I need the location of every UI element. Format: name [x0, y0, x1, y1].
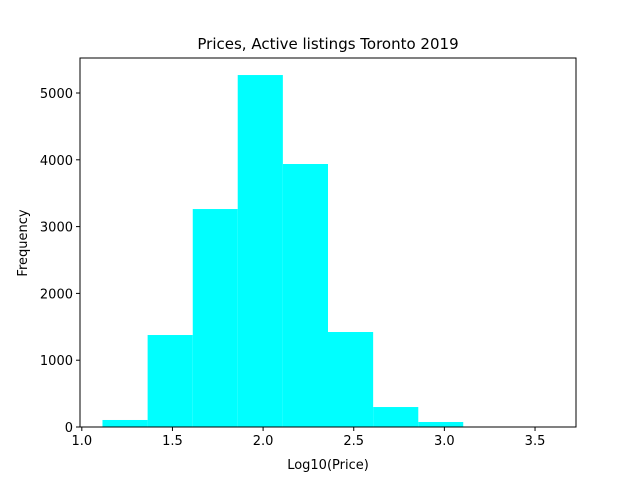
x-tick-label: 2.5 [343, 434, 364, 449]
y-axis-label: Frequency [16, 209, 31, 276]
x-tick-label: 3.5 [525, 434, 546, 449]
bar [282, 164, 328, 427]
axes-frame [79, 57, 577, 428]
bar [102, 419, 148, 427]
bar [328, 332, 374, 427]
y-tick-label: 2000 [40, 287, 73, 302]
x-tick-label: 1.0 [71, 434, 92, 449]
y-tick-label: 3000 [40, 221, 73, 236]
bar [237, 75, 283, 428]
y-tick-label: 0 [65, 421, 73, 436]
x-tick-label: 3.0 [434, 434, 455, 449]
x-tick-label: 1.5 [162, 434, 183, 449]
bar [418, 421, 464, 427]
y-tick-label: 5000 [40, 87, 73, 102]
y-tick-label: 1000 [40, 354, 73, 369]
bar [373, 407, 419, 427]
bar [147, 335, 193, 427]
bar [192, 209, 238, 427]
chart-title: Prices, Active listings Toronto 2019 [197, 35, 458, 53]
x-axis-label: Log10(Price) [287, 458, 369, 473]
y-tick-label: 4000 [40, 154, 73, 169]
x-tick-label: 2.0 [253, 434, 274, 449]
